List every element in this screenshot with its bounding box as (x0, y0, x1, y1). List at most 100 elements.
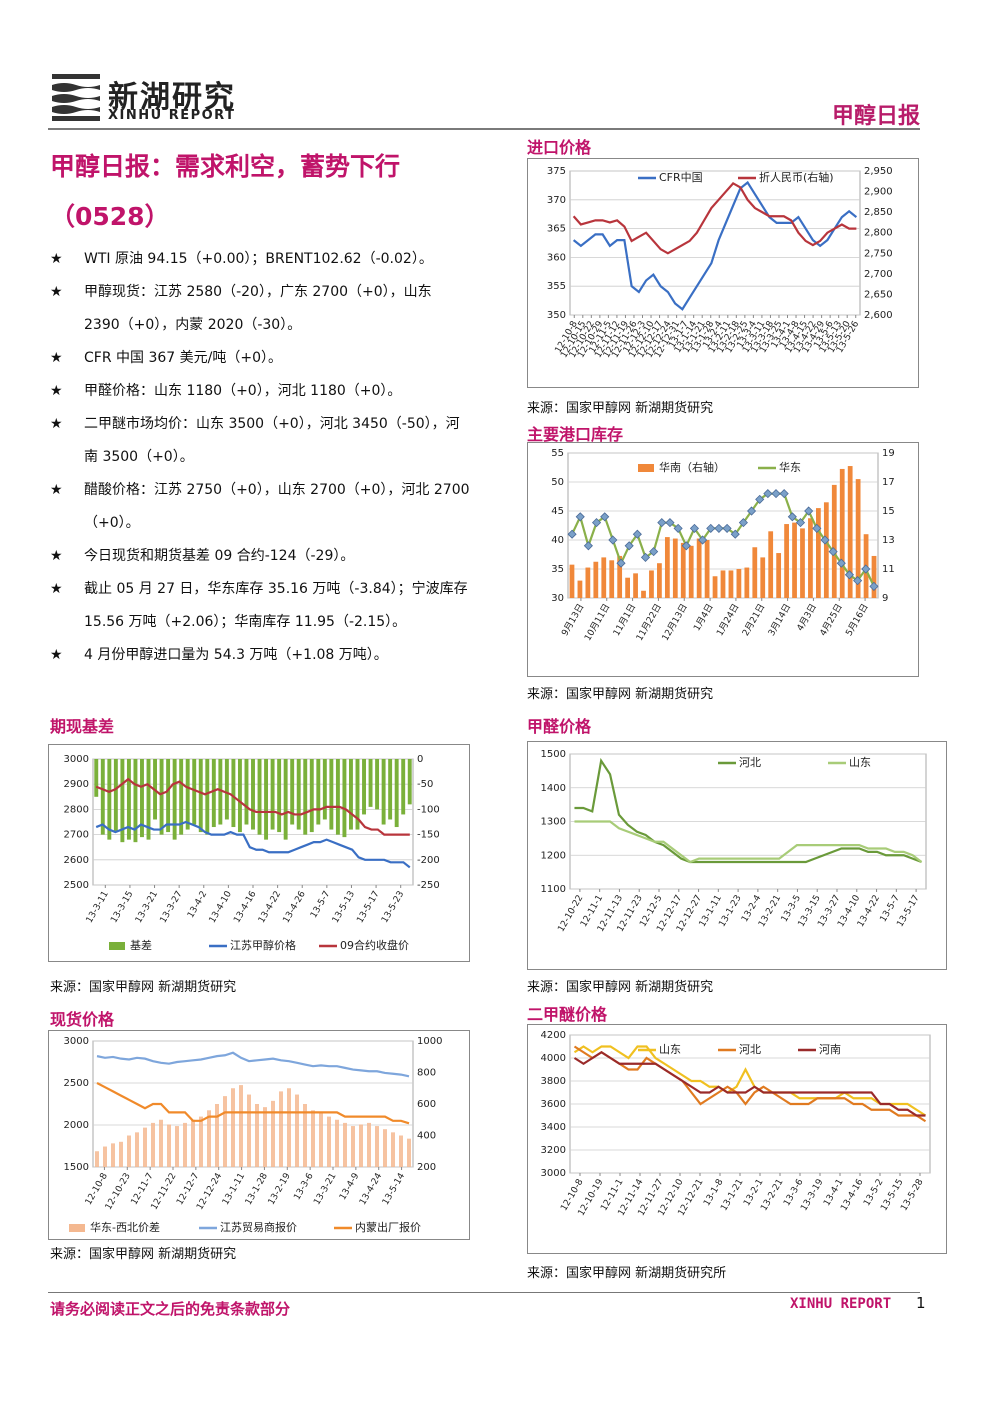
bullet-text: 今日现货和期货基差 09 合约-124（-29）。 (84, 548, 355, 564)
area-mark (151, 1122, 155, 1167)
series-line (572, 180, 858, 311)
port-inventory-chart: 30 35 40 45 50 55 9 11 13 15 17 19 9月13日 10月11日 11月1日 1… (527, 442, 919, 677)
bar-mark (816, 508, 821, 598)
bar-mark (277, 759, 282, 833)
bar-mark (244, 759, 249, 825)
area-mark (103, 1146, 107, 1167)
data-point-marker (714, 523, 724, 533)
data-point-marker (624, 541, 634, 551)
disclaimer-link[interactable]: 请务必阅读正文之后的免责条款部分 (50, 1300, 291, 1318)
area-mark (175, 1126, 179, 1167)
x-tick-label: 9月13日 (559, 602, 586, 638)
y-tick-label: 365 (547, 224, 566, 235)
bar-mark (126, 759, 131, 840)
area-mark (191, 1119, 195, 1167)
y-tick-label: 1500 (541, 749, 566, 760)
data-point-marker (804, 506, 814, 516)
x-tick-label: 13-2-19 (267, 1171, 293, 1207)
bullet-item: ★ CFR 中国 367 美元/吨（+0）。 (50, 342, 470, 375)
star-icon: ★ (50, 647, 63, 663)
formaldehyde-title: 甲醛价格 (527, 717, 592, 736)
area-mark (359, 1124, 363, 1167)
y-tick-label: 3200 (541, 1145, 566, 1156)
bar-mark (688, 545, 694, 598)
bar-mark (205, 759, 210, 835)
area-mark (167, 1124, 171, 1167)
area-mark (199, 1116, 203, 1167)
bar-mark (760, 557, 766, 598)
y2-tick-label: -100 (417, 804, 440, 815)
y-tick-label: 35 (551, 564, 564, 575)
area-mark (399, 1135, 403, 1167)
bar-mark (166, 759, 171, 833)
area-mark (159, 1119, 163, 1167)
x-tick-label: 1月4日 (691, 602, 715, 633)
data-point-marker (616, 558, 626, 568)
y-tick-label: 4000 (541, 1053, 566, 1064)
bar-mark (831, 484, 837, 598)
bar-mark (316, 759, 321, 825)
bar-mark (140, 759, 144, 838)
data-point-marker (600, 512, 610, 522)
legend-label: 山东 (659, 1043, 681, 1056)
y-tick-label: 1100 (541, 884, 566, 895)
bullet-text: 4 月份甲醇进口量为 54.3 万吨（+1.08 万吨）。 (84, 647, 388, 663)
bar-mark (342, 759, 347, 838)
data-point-marker (869, 581, 879, 591)
page-title: 甲醇日报：需求利空，蓄势下行 （0528） (50, 142, 480, 242)
data-point-marker (706, 523, 716, 533)
x-tick-label: 5月16日 (844, 602, 871, 638)
y2-tick-label: -250 (417, 880, 440, 891)
area-mark (303, 1104, 307, 1167)
bar-mark (768, 531, 774, 598)
y-tick-label: 1400 (541, 783, 566, 794)
formaldehyde-source: 来源：国家甲醇网 新湖期货研究 (527, 980, 714, 995)
import-price-chart: 350 355 360 365 370 375 2,600 2,650 2,700 2,750 2,… (527, 158, 919, 388)
data-point-marker (836, 558, 846, 568)
data-point-marker (591, 518, 602, 528)
y-tick-label: 1300 (541, 817, 566, 828)
y-tick-label: 2900 (64, 779, 89, 790)
data-point-marker (657, 518, 667, 528)
y2-tick-label: 2,850 (864, 207, 893, 218)
bar-mark (664, 537, 670, 598)
bar-mark (218, 759, 223, 825)
x-tick-label: 3月14日 (766, 602, 793, 638)
star-icon: ★ (50, 581, 63, 597)
bar-mark (792, 522, 797, 598)
bar-mark (107, 759, 112, 840)
x-tick-label: 2月21日 (740, 602, 767, 638)
bar-mark (179, 759, 184, 835)
bar-mark (808, 518, 813, 598)
x-tick-label: 13-3-27 (159, 890, 185, 925)
data-point-marker (795, 518, 806, 528)
spot-title: 现货价格 (50, 1010, 115, 1029)
bullet-text: 甲醛价格：山东 1180（+0），河北 1180（+0）。 (84, 383, 402, 399)
y-tick-label: 30 (551, 593, 564, 604)
area-mark (95, 1151, 99, 1167)
bullet-item: ★ 二甲醚市场均价：山东 3500（+0），河北 3450（-50），河南 350… (50, 408, 470, 474)
bar-mark (172, 759, 177, 840)
legend-swatch (109, 942, 125, 950)
y-tick-label: 2800 (64, 804, 89, 815)
data-point-marker (779, 489, 789, 499)
bar-mark (120, 759, 125, 843)
bar-mark (401, 759, 406, 815)
bar-mark (839, 468, 845, 598)
y-tick-label: 375 (547, 166, 566, 177)
star-icon: ★ (50, 416, 63, 432)
x-tick-label: 13-4-26 (282, 889, 308, 925)
bar-mark (231, 759, 236, 828)
y2-tick-label: 0 (417, 754, 423, 765)
bullet-item: ★ 今日现货和期货基差 09 合约-124（-29）。 (50, 540, 470, 573)
legend-label: 河北 (739, 756, 761, 769)
area-mark (239, 1085, 243, 1167)
logo-text-cn: 新湖研究 (108, 80, 236, 115)
bar-mark (736, 569, 742, 598)
bar-mark (680, 542, 686, 598)
area-mark (383, 1129, 387, 1167)
bar-mark (593, 561, 599, 598)
bar-mark (185, 759, 190, 830)
footer-brand: XINHU REPORT (790, 1296, 892, 1312)
data-point-marker (755, 494, 765, 504)
